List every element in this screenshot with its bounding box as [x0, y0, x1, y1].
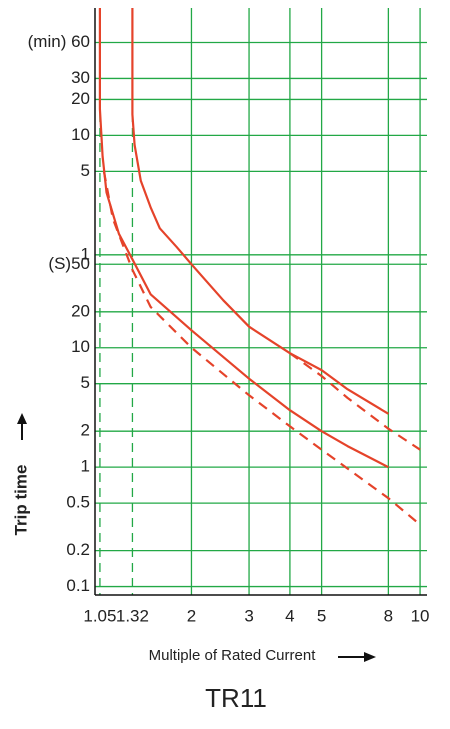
y-tick-label: 30: [71, 68, 90, 87]
x-tick-label: 5: [317, 606, 326, 625]
x-tick-label: 1.32: [116, 606, 149, 625]
y-axis-arrow: [17, 413, 27, 440]
x-axis-label: Multiple of Rated Current: [149, 647, 317, 664]
curve: [289, 352, 421, 451]
x-tick-label: 4: [285, 606, 294, 625]
curve: [102, 171, 421, 526]
x-tick-label: 10: [411, 606, 430, 625]
y-axis-label: Trip time: [11, 465, 30, 536]
x-tick-label: 8: [384, 606, 393, 625]
curve: [98, 8, 389, 469]
x-tick-label: 2: [187, 606, 196, 625]
x-axis-arrow: [338, 652, 376, 662]
y-tick-label: 20: [71, 301, 90, 320]
grid: [95, 8, 427, 595]
y-tick-label: 2: [81, 421, 90, 440]
y-tick-label: 10: [71, 337, 90, 356]
y-tick-label: 5: [81, 373, 90, 392]
y-tick-label: 10: [71, 125, 90, 144]
y-tick-label: 0.1: [66, 576, 90, 595]
curve: [131, 8, 389, 415]
y-tick-label: 1: [81, 457, 90, 476]
chart-title: TR11: [205, 683, 267, 713]
curves: [98, 8, 421, 526]
y-tick-label: 1: [81, 244, 90, 263]
x-tick-label: 1.05: [83, 606, 116, 625]
y-tick-label: 20: [71, 89, 90, 108]
y-tick-label: (S)50: [48, 254, 90, 273]
y-tick-label: 5: [81, 161, 90, 180]
x-tick-label: 3: [244, 606, 253, 625]
y-tick-label: 0.5: [66, 493, 90, 512]
y-tick-label: 0.2: [66, 540, 90, 559]
y-tick-label: (min) 60: [28, 32, 90, 51]
